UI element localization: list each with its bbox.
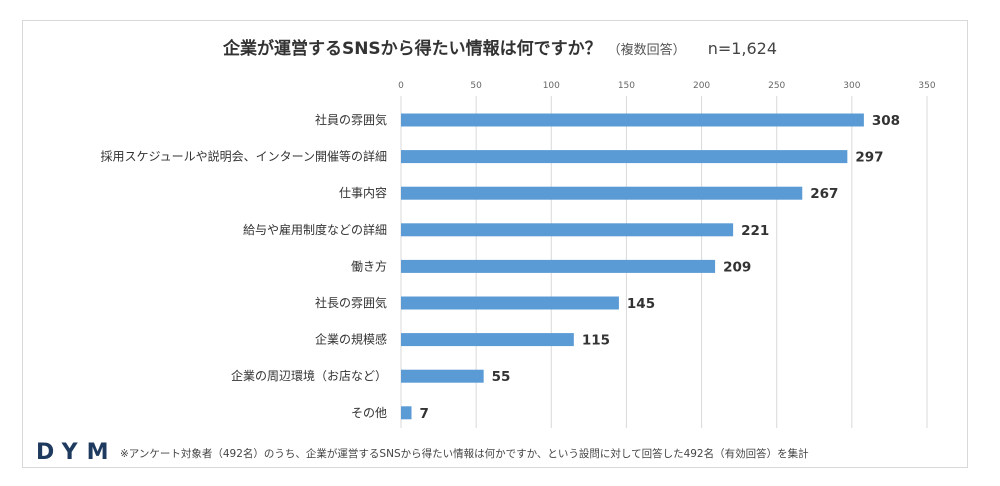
data-label: 7	[420, 406, 429, 422]
data-label: 308	[872, 113, 900, 129]
bar	[401, 186, 803, 200]
category-label: 仕事内容	[339, 185, 387, 200]
title-row: 企業が運営するSNSから得たい情報は何ですか？ （複数回答） n=1,624	[0, 34, 1000, 59]
chart-frame	[22, 20, 968, 468]
x-tick-label: 250	[768, 81, 785, 91]
bar	[401, 369, 484, 383]
bar	[401, 333, 574, 347]
bar	[401, 406, 412, 420]
bar	[401, 259, 716, 273]
category-label: 採用スケジュールや説明会、インターン開催等の詳細	[100, 149, 387, 164]
data-label: 145	[627, 296, 655, 312]
bar	[401, 296, 619, 310]
bar	[401, 150, 848, 164]
bar	[401, 113, 864, 127]
x-tick-label: 50	[470, 81, 482, 91]
data-label: 221	[741, 223, 769, 239]
x-tick-label: 300	[843, 81, 860, 91]
data-label: 297	[855, 150, 883, 166]
category-label: 社長の雰囲気	[315, 295, 387, 310]
x-tick-label: 150	[618, 81, 635, 91]
category-label: 企業の規模感	[315, 332, 387, 347]
bar	[401, 223, 734, 237]
category-label: その他	[351, 406, 387, 420]
category-label: 給与や雇用制度などの詳細	[243, 222, 387, 237]
x-tick-label: 200	[693, 81, 710, 91]
data-label: 115	[582, 333, 610, 349]
x-tick-label: 0	[398, 81, 404, 91]
sample-size: n=1,624	[707, 39, 778, 58]
dym-logo: DYM	[36, 440, 118, 465]
x-tick-label: 350	[918, 81, 935, 91]
data-label: 55	[492, 369, 511, 385]
category-label: 企業の周辺環境（お店など）	[231, 368, 387, 383]
footnote: ※アンケート対象者（492名）のうち、企業が運営するSNSから得たい情報は何かで…	[120, 448, 809, 460]
chart-subtitle: （複数回答）	[607, 43, 686, 58]
x-tick-label: 100	[543, 81, 560, 91]
category-label: 社員の雰囲気	[315, 112, 387, 127]
category-label: 働き方	[351, 258, 387, 273]
data-label: 267	[810, 186, 838, 202]
chart-title: 企業が運営するSNSから得たい情報は何ですか？	[222, 39, 602, 59]
data-label: 209	[723, 259, 751, 275]
